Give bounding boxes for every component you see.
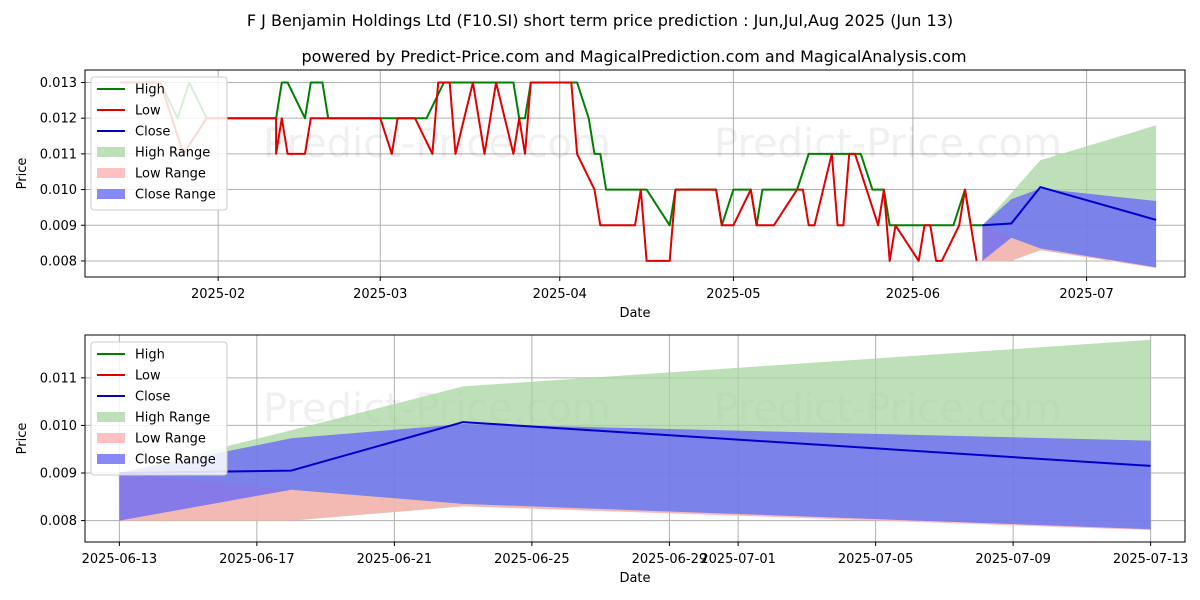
y-tick-label: 0.013 bbox=[40, 76, 77, 91]
legend-label: Close Range bbox=[135, 188, 216, 203]
x-tick-label: 2025-06 bbox=[886, 287, 940, 302]
x-tick-label: 2025-05 bbox=[706, 287, 760, 302]
series-line-low bbox=[119, 81, 978, 262]
legend-label: Low bbox=[135, 369, 161, 384]
legend-swatch-high-range bbox=[97, 412, 125, 422]
plot-area bbox=[119, 339, 1151, 531]
x-tick-label: 2025-02 bbox=[191, 287, 245, 302]
watermark-text: Predict-Price.com bbox=[714, 121, 1062, 167]
x-tick-label: 2025-06-17 bbox=[219, 552, 295, 567]
x-tick-label: 2025-07 bbox=[1059, 287, 1113, 302]
x-tick-label: 2025-07-05 bbox=[838, 552, 914, 567]
x-tick-label: 2025-07-13 bbox=[1113, 552, 1189, 567]
legend-label: High Range bbox=[135, 411, 210, 426]
legend-label: High bbox=[135, 83, 165, 98]
series-line-close bbox=[982, 186, 1157, 227]
legend-swatch-low-range bbox=[97, 168, 125, 178]
chart-title: F J Benjamin Holdings Ltd (F10.SI) short… bbox=[247, 11, 953, 30]
legend-swatch-close-range bbox=[97, 189, 125, 199]
x-tick-label: 2025-06-13 bbox=[82, 552, 158, 567]
x-tick-label: 2025-06-21 bbox=[357, 552, 433, 567]
legend-label: Low Range bbox=[135, 432, 206, 447]
y-tick-label: 0.012 bbox=[40, 112, 77, 127]
legend-swatch-close-range bbox=[97, 454, 125, 464]
x-axis-label: Date bbox=[619, 306, 650, 321]
legend-swatch-high-range bbox=[97, 147, 125, 157]
legend-swatch-low-range bbox=[97, 433, 125, 443]
legend-label: Close Range bbox=[135, 453, 216, 468]
legend-label: Low Range bbox=[135, 167, 206, 182]
y-tick-label: 0.009 bbox=[40, 467, 77, 482]
y-axis-label: Price bbox=[15, 423, 30, 455]
y-tick-label: 0.010 bbox=[40, 419, 77, 434]
y-tick-label: 0.011 bbox=[40, 371, 77, 386]
bottom-chart: Predict-Price.comPredict-Price.com0.0080… bbox=[15, 334, 1189, 586]
x-axis-label: Date bbox=[619, 571, 650, 586]
series-line-high bbox=[119, 81, 983, 227]
y-tick-label: 0.009 bbox=[40, 219, 77, 234]
y-tick-label: 0.011 bbox=[40, 147, 77, 162]
y-axis-label: Price bbox=[15, 158, 30, 190]
legend-label: Close bbox=[135, 390, 170, 405]
x-tick-label: 2025-07-09 bbox=[975, 552, 1051, 567]
legend-label: High Range bbox=[135, 146, 210, 161]
x-tick-label: 2025-07-01 bbox=[700, 552, 776, 567]
chart-subtitle: powered by Predict-Price.com and Magical… bbox=[301, 47, 966, 66]
x-tick-label: 2025-06-29 bbox=[632, 552, 708, 567]
plot-area bbox=[119, 81, 1157, 269]
watermark-text: Predict-Price.com bbox=[263, 121, 611, 167]
x-tick-label: 2025-06-25 bbox=[494, 552, 570, 567]
y-tick-label: 0.008 bbox=[40, 514, 77, 529]
y-tick-label: 0.010 bbox=[40, 183, 77, 198]
axes-frame bbox=[84, 69, 1186, 278]
x-tick-label: 2025-04 bbox=[533, 287, 587, 302]
top-chart: Predict-Price.com Predict-Price.com 0.008 0… bbox=[15, 69, 1186, 321]
legend-label: High bbox=[135, 348, 165, 363]
legend-label: Low bbox=[135, 104, 161, 119]
legend: High Low Close High Range Low Range Close Ran… bbox=[90, 76, 228, 211]
legend: High Low Close High Range Low Range Close Ran… bbox=[90, 341, 228, 476]
legend-label: Close bbox=[135, 125, 170, 140]
x-tick-label: 2025-03 bbox=[353, 287, 407, 302]
axes-frame bbox=[84, 334, 1186, 543]
y-tick-label: 0.008 bbox=[40, 254, 77, 269]
